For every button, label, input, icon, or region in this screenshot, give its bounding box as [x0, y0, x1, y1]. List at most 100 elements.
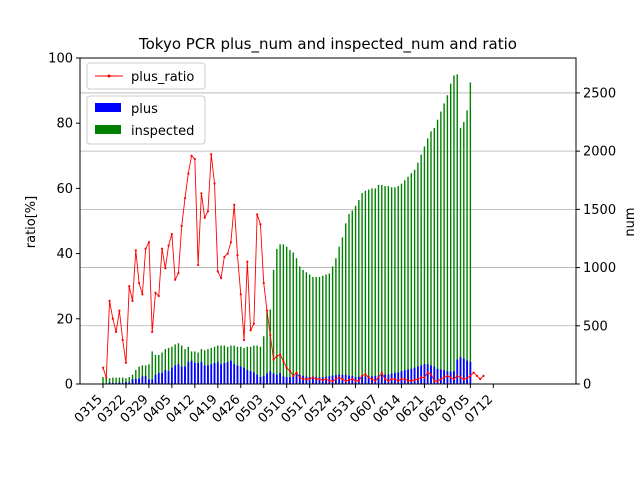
plus-bar [203, 365, 206, 384]
plus-bar [207, 365, 209, 384]
plus-bar [439, 369, 442, 384]
plus-ratio-point [338, 376, 341, 379]
inspected-bar [315, 276, 317, 384]
plus-bar [174, 365, 177, 384]
plus-ratio-point [400, 378, 403, 381]
plus-ratio-point [144, 247, 147, 250]
plus-ratio-point [324, 378, 328, 381]
plus-ratio-point [449, 376, 452, 379]
inspected-bar [164, 349, 167, 384]
legend-swatch-inspected [95, 125, 121, 134]
plus-bar [416, 366, 419, 384]
inspected-bar [423, 146, 426, 384]
plus-ratio-point [269, 334, 272, 337]
inspected-bar [167, 347, 170, 384]
y-left-tick-label: 100 [48, 52, 73, 67]
plus-ratio-point [223, 255, 226, 258]
plus-bar [469, 361, 472, 384]
plus-ratio-point [105, 376, 108, 379]
inspected-bar [128, 377, 130, 384]
plus-ratio-point [242, 338, 246, 342]
inspected-bar [141, 365, 144, 384]
inspected-bar [407, 176, 409, 384]
plus-ratio-point [154, 291, 157, 294]
inspected-bar [325, 274, 327, 384]
inspected-bar [374, 188, 376, 384]
plus-bar [400, 371, 403, 384]
plus-bar [128, 382, 131, 384]
plus-bar [456, 359, 459, 384]
plus-ratio-point [397, 379, 400, 382]
plus-bar [380, 374, 383, 384]
plus-bar [223, 363, 226, 384]
plus-bar [407, 369, 409, 384]
plus-bar [259, 377, 262, 384]
plus-ratio-point [410, 379, 413, 382]
plus-bar [210, 364, 213, 384]
inspected-bar [292, 252, 294, 384]
inspected-bar [400, 183, 403, 384]
y-left-tick-label: 80 [56, 117, 73, 132]
plus-ratio-point [403, 378, 406, 381]
plus-ratio-point [157, 294, 160, 298]
plus-bar [243, 367, 245, 384]
plus-bar [108, 382, 111, 384]
plus-ratio-point [265, 309, 269, 312]
inspected-bar [266, 311, 268, 384]
plus-bar [433, 366, 436, 384]
legend-label-inspected: inspected [131, 124, 194, 139]
plus-bar [190, 360, 193, 384]
plus-bar [230, 360, 232, 384]
plus-ratio-point [292, 374, 295, 377]
inspected-bar [318, 276, 321, 384]
plus-ratio-point [131, 299, 134, 302]
plus-ratio-point [436, 380, 439, 383]
plus-ratio-point [429, 373, 433, 376]
plus-bar [426, 364, 429, 384]
plus-ratio-point [374, 379, 377, 382]
plus-ratio-point [443, 376, 446, 379]
plus-bar [331, 375, 334, 384]
plus-ratio-point [364, 373, 367, 376]
plus-ratio-point [380, 371, 383, 374]
plus-ratio-point [147, 241, 151, 244]
plus-bar [397, 372, 400, 384]
plus-bar [453, 371, 455, 384]
inspected-bar [371, 188, 373, 384]
inspected-bar [279, 244, 281, 384]
inspected-bar [446, 95, 449, 384]
legend-label-plus-ratio: plus_ratio [131, 70, 194, 85]
plus-bar [118, 382, 121, 384]
plus-ratio-point [256, 213, 259, 216]
plus-ratio-point [219, 276, 223, 280]
plus-bar [387, 374, 390, 384]
plus-bar [164, 370, 167, 384]
y-axis-right-title: num [623, 207, 638, 236]
plus-ratio-point [344, 379, 347, 382]
plus-ratio-point [377, 376, 380, 379]
plus-bar [131, 379, 134, 384]
plus-ratio-point [249, 329, 252, 332]
grid-lines [80, 92, 576, 327]
plus-ratio-point [177, 272, 180, 275]
plus-bar [318, 377, 321, 384]
plus-bar [282, 376, 285, 384]
inspected-bar [272, 269, 275, 384]
inspected-bar [112, 377, 114, 384]
plus-ratio-point [475, 374, 479, 377]
plus-bar [344, 374, 347, 384]
inspected-bar [459, 127, 462, 384]
inspected-bar [108, 378, 111, 384]
plus-ratio-point [433, 379, 436, 382]
inspected-bar [289, 250, 291, 384]
inspected-bar [338, 246, 340, 384]
plus-ratio-point [308, 378, 311, 381]
plus-ratio-point [439, 378, 442, 381]
plus-bar [308, 377, 311, 384]
plus-bar [295, 374, 298, 384]
y-right-tick-label: 500 [583, 319, 608, 334]
plus-bar [292, 375, 295, 384]
plus-bar [446, 371, 449, 384]
plus-ratio-point [203, 216, 206, 219]
y-right-tick-label: 1000 [583, 261, 616, 276]
